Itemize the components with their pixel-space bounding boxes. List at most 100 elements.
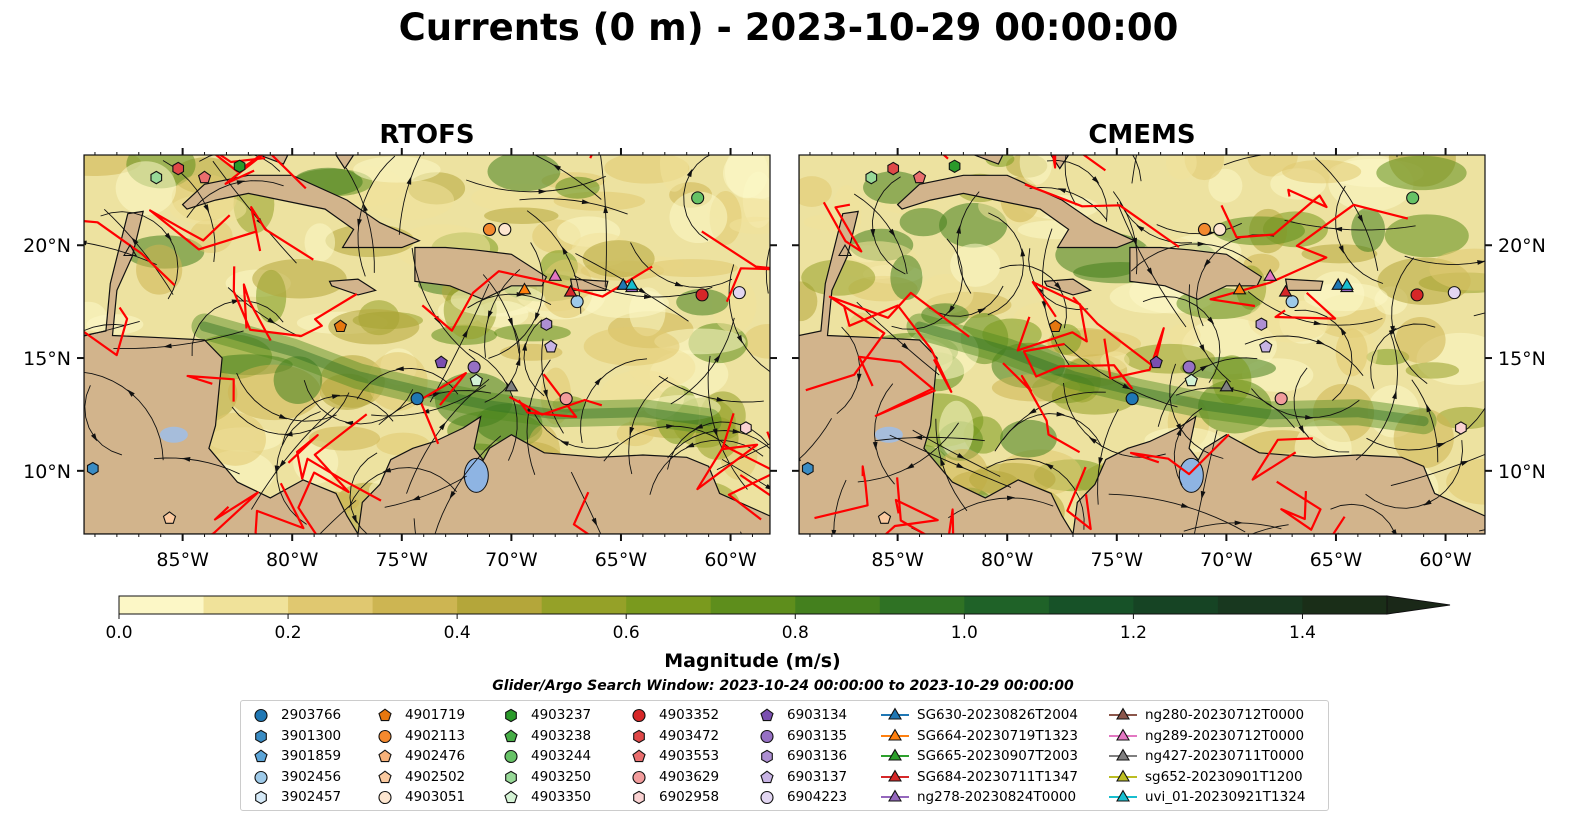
map-panel-cmems: 85°W 80°W 75°W 70°W 65°W 60°W 20°N 15°N 10°N (792, 148, 1546, 571)
legend-marker (505, 770, 517, 784)
observation-SG630-20230826T2004 (1331, 277, 1346, 290)
hexagon-marker-icon (255, 729, 267, 743)
legend-marker (255, 729, 267, 743)
observation-3902456 (570, 295, 584, 309)
colorbar-segment (372, 596, 458, 614)
observation-4903237 (233, 159, 246, 174)
legend-label: 3901300 (281, 727, 342, 744)
observation-sg652-20230901T1200 (838, 243, 852, 257)
legend: 2903766 3901300 3901859 3902456 3902457 49017… (240, 700, 1329, 811)
circle-marker-icon (254, 770, 268, 784)
colorbar-segment (203, 596, 289, 614)
legend-item: 3901300 (249, 726, 341, 747)
legend-label: 4903237 (531, 707, 592, 724)
x-tick-label: 60°W (1419, 549, 1472, 571)
x-tick-label: 70°W (1200, 549, 1253, 571)
hexagon-marker-icon (505, 770, 517, 784)
legend-item: 6904223 (755, 787, 847, 808)
legend-item: SG630-20230826T2004 (881, 705, 1078, 726)
observation-6903137 (544, 339, 558, 353)
legend-label: 4903244 (531, 748, 592, 765)
legend-label: ng289-20230712T0000 (1145, 727, 1305, 744)
circle-marker-icon (760, 729, 774, 743)
legend-label: 6902958 (659, 789, 720, 806)
pentagon-marker-icon (632, 749, 646, 763)
observation-SG664-20230719T1323 (1232, 282, 1247, 295)
legend-label: uvi_01-20230921T1324 (1145, 789, 1306, 806)
legend-label: 4903238 (531, 727, 592, 744)
legend-label: SG665-20230907T2003 (917, 748, 1078, 765)
legend-item: 6903136 (755, 746, 847, 767)
pentagon-marker-icon (378, 749, 392, 763)
observation-4903237 (948, 159, 961, 174)
colorbar-segment (626, 596, 712, 614)
legend-column: 4901719 4902113 4902476 4902502 4903051 (373, 705, 465, 808)
legend-marker (632, 709, 646, 723)
observation-6902958 (740, 421, 752, 435)
observation-4903629 (1274, 392, 1288, 406)
legend-marker (888, 728, 902, 741)
colorbar-segment (879, 596, 965, 614)
legend-item: 6903137 (755, 767, 847, 788)
observation-4903244 (1406, 191, 1420, 205)
legend-marker (1116, 707, 1130, 720)
hexagon-marker-icon (633, 791, 645, 805)
y-tick-label: 10°N (23, 461, 71, 483)
colorbar-segment (1048, 596, 1134, 614)
colorbar-segment (710, 596, 796, 614)
legend-label: 4902502 (405, 768, 466, 785)
boundary-lines (805, 155, 1409, 534)
panel-title-rtofs: RTOFS (379, 120, 475, 150)
colorbar-segment (541, 596, 627, 614)
observation-4903250 (150, 170, 163, 185)
legend-label: 4903051 (405, 789, 466, 806)
legend-marker (378, 708, 392, 722)
observation-3902456 (1285, 295, 1299, 309)
colorbar-segment (119, 596, 205, 614)
hexagon-marker-icon (633, 729, 645, 743)
hexagon-marker-icon (505, 709, 517, 723)
triangle-marker-icon (1109, 789, 1137, 802)
legend-item: 2903766 (249, 705, 341, 726)
pentagon-marker-icon (760, 770, 774, 783)
observation-4902502 (162, 511, 177, 524)
observation-4903350 (469, 373, 483, 387)
legend-label: 4901719 (405, 707, 466, 724)
observation-4902113 (1197, 222, 1212, 236)
x-tick-label: 85°W (156, 549, 209, 571)
y-tick-label: 20°N (23, 235, 71, 257)
legend-marker (378, 770, 392, 783)
triangle-marker-icon (1109, 707, 1137, 720)
legend-label: 3901859 (281, 748, 342, 765)
colorbar-segment (1302, 596, 1388, 614)
observation-4903051 (498, 222, 512, 236)
legend-marker (633, 729, 645, 743)
legend-item: 4903237 (499, 705, 591, 726)
observation-4902113 (482, 222, 497, 236)
observation-6904223 (1447, 286, 1461, 300)
legend-item: 4903250 (499, 767, 591, 788)
triangle-marker-icon (1109, 728, 1137, 741)
legend-column: 6903134 6903135 6903136 6903137 6904223 (755, 705, 847, 808)
observation-4903352 (1410, 288, 1424, 302)
legend-marker (378, 749, 392, 763)
legend-item: 4902476 (373, 746, 465, 767)
y-tick-label: 20°N (1498, 235, 1546, 257)
legend-label: ng280-20230712T0000 (1145, 707, 1305, 724)
legend-marker (888, 769, 902, 782)
observation-4903350 (1184, 373, 1198, 387)
legend-label: sg652-20230901T1200 (1145, 768, 1303, 785)
legend-marker (378, 729, 392, 743)
legend-marker (254, 709, 268, 723)
legend-column: SG630-20230826T2004 SG664-20230719T1323 SG… (881, 705, 1078, 808)
pentagon-marker-icon (378, 770, 392, 783)
legend-label: 6904223 (787, 789, 848, 806)
x-tick-label: 60°W (704, 549, 757, 571)
legend-marker (888, 707, 902, 720)
legend-item: 4903553 (627, 746, 719, 767)
triangle-marker-icon (1109, 748, 1137, 761)
observation-3901300 (86, 461, 99, 476)
observation-4903250 (865, 170, 878, 185)
observation-6902958 (1455, 421, 1467, 435)
